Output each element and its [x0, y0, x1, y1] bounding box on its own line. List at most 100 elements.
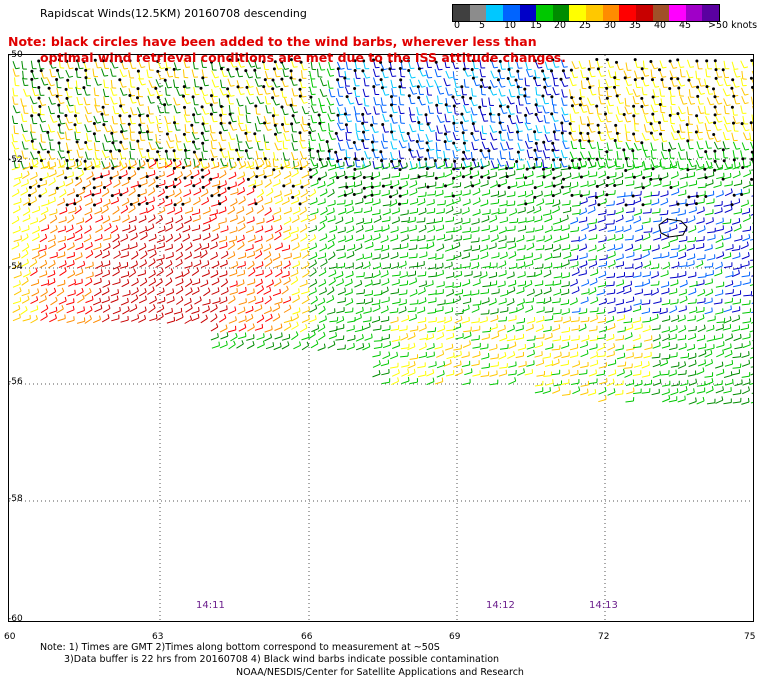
wind-barb	[516, 95, 524, 106]
wind-barb	[679, 172, 688, 180]
wind-barb	[284, 189, 293, 197]
wind-barb	[382, 325, 391, 332]
wind-barb	[705, 85, 714, 95]
wind-barb	[586, 123, 596, 133]
wind-barb	[85, 305, 93, 315]
wind-barb	[75, 242, 84, 251]
wind-barb	[301, 287, 310, 295]
wind-barb	[317, 113, 326, 124]
wind-barb	[668, 288, 678, 295]
wind-barb	[361, 121, 370, 132]
wind-barb	[401, 368, 410, 377]
wind-barb	[687, 370, 697, 377]
wind-barb	[615, 114, 623, 123]
wind-barb	[553, 316, 563, 323]
wind-barb	[317, 343, 326, 351]
wind-barb	[336, 122, 345, 131]
wind-barb	[417, 96, 426, 106]
measurement-time: 14:11	[196, 600, 225, 611]
wind-barb	[705, 59, 712, 70]
wind-barb	[462, 150, 471, 160]
wind-barb	[146, 159, 154, 169]
wind-barb	[579, 151, 588, 160]
wind-barb	[550, 112, 559, 122]
wind-barb	[66, 150, 74, 161]
wind-barb	[605, 281, 615, 287]
wind-barb	[74, 205, 82, 215]
wind-barb	[704, 307, 713, 315]
wind-barb	[191, 224, 201, 232]
wind-barb	[661, 326, 670, 333]
wind-barb	[128, 187, 136, 197]
wind-barb	[183, 189, 192, 198]
wind-barb	[30, 139, 38, 150]
wind-barb	[148, 79, 157, 88]
wind-barb	[28, 179, 38, 189]
wind-barb	[102, 162, 111, 170]
wind-barb	[676, 58, 685, 68]
wind-barb	[704, 297, 713, 305]
wind-barb	[587, 97, 595, 106]
wind-barb	[237, 115, 244, 124]
wind-barb	[479, 85, 486, 96]
wind-barb	[579, 170, 590, 179]
wind-barb	[641, 86, 648, 96]
wind-barb	[256, 205, 265, 214]
wind-barb	[119, 69, 128, 78]
wind-barb	[597, 215, 606, 223]
wind-barb	[155, 259, 164, 268]
lat-label: -50	[8, 50, 23, 60]
wind-barb	[284, 97, 291, 106]
wind-barb	[210, 94, 218, 104]
wind-barb	[560, 299, 570, 306]
wind-barb	[129, 79, 136, 88]
wind-barb	[480, 371, 490, 378]
wind-barb	[217, 180, 227, 189]
wind-barb	[338, 142, 345, 151]
wind-barb	[515, 59, 523, 69]
wind-barb	[544, 360, 554, 367]
wind-barb	[21, 113, 28, 122]
wind-barb	[740, 199, 749, 207]
wind-barb	[282, 68, 289, 77]
wind-barb	[281, 333, 291, 341]
wind-barb	[398, 67, 406, 78]
wind-barb	[469, 96, 478, 107]
wind-barb	[596, 244, 605, 252]
wind-barb	[417, 67, 427, 77]
wind-barb	[643, 149, 651, 158]
wind-barb	[590, 351, 599, 359]
wind-barb	[355, 96, 363, 106]
wind-barb	[246, 334, 255, 341]
wind-barb	[489, 379, 499, 386]
wind-barb	[84, 198, 93, 207]
wind-barb	[569, 278, 578, 287]
wind-barb	[678, 236, 688, 243]
wind-barb	[292, 206, 301, 215]
wind-barb	[128, 114, 136, 125]
wind-barb	[409, 378, 418, 385]
wind-barb	[92, 122, 101, 132]
wind-barb	[561, 281, 570, 288]
wind-barb	[552, 179, 563, 188]
wind-barb	[560, 288, 570, 296]
wind-barb	[73, 123, 81, 134]
wind-barb	[46, 130, 54, 141]
wind-barb	[111, 314, 120, 322]
wind-barb	[417, 182, 426, 189]
wind-barb	[725, 280, 734, 288]
wind-barb	[732, 141, 741, 150]
wind-barb	[417, 133, 424, 142]
wind-barb	[533, 253, 542, 261]
wind-barb	[686, 171, 695, 179]
wind-barb	[589, 335, 599, 342]
wind-barb	[265, 342, 275, 350]
wind-barb	[679, 379, 689, 387]
wind-barb	[713, 95, 723, 105]
wind-barb	[50, 296, 58, 306]
wind-barb	[515, 104, 522, 114]
wind-barb	[364, 297, 373, 305]
wind-barb	[211, 277, 220, 286]
wind-barb	[498, 316, 507, 322]
wind-barb	[498, 235, 507, 243]
